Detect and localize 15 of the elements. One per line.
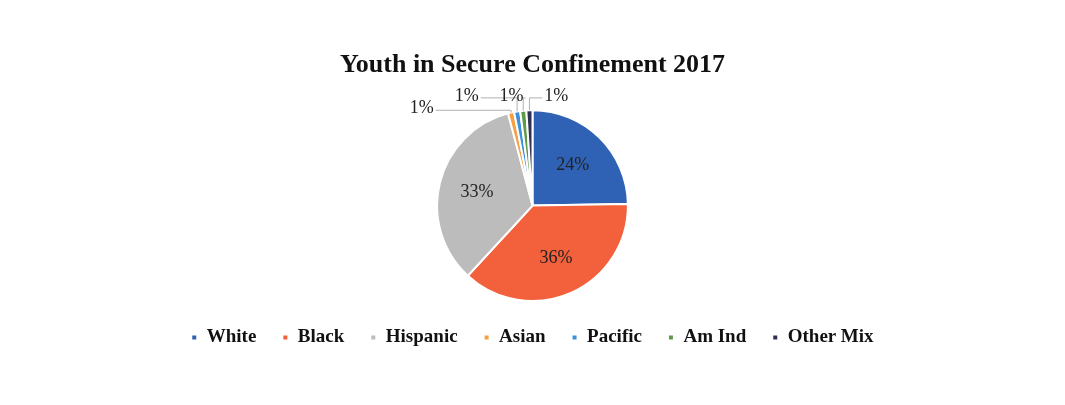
legend-label: Pacific: [587, 325, 642, 347]
legend-label: White: [206, 325, 257, 347]
data-label: 1%: [409, 97, 434, 118]
chart-title: Youth in Secure Confinement 2017: [339, 49, 726, 79]
data-label: 1%: [499, 84, 524, 105]
data-label: 36%: [539, 246, 573, 267]
legend-label: Hispanic: [385, 325, 458, 347]
legend-label: Asian: [499, 325, 546, 347]
data-label: 33%: [460, 180, 494, 201]
data-label: 1%: [544, 84, 569, 105]
legend-label: Black: [297, 325, 345, 347]
legend-label: Other Mix: [787, 325, 874, 347]
legend-label: Am Ind: [683, 325, 747, 347]
data-label: 24%: [556, 153, 590, 174]
data-label: 1%: [454, 84, 479, 105]
